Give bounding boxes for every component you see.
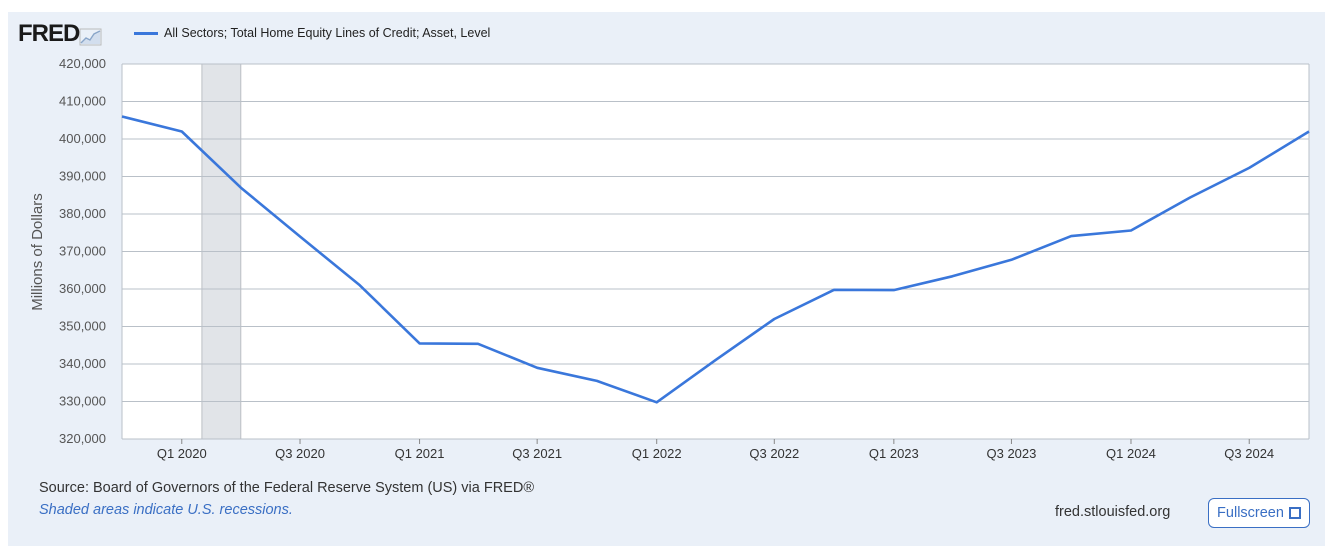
- source-note: Source: Board of Governors of the Federa…: [39, 480, 535, 496]
- recession-note: Shaded areas indicate U.S. recessions.: [39, 502, 293, 518]
- x-tick-label: Q3 2020: [275, 446, 325, 461]
- x-tick-label: Q1 2024: [1106, 446, 1156, 461]
- y-tick-label: 360,000: [59, 281, 106, 296]
- x-tick-label: Q1 2021: [395, 446, 445, 461]
- y-tick-label: 380,000: [59, 206, 106, 221]
- y-tick-label: 350,000: [59, 319, 106, 334]
- x-tick-label: Q3 2024: [1224, 446, 1274, 461]
- x-tick-label: Q1 2022: [632, 446, 682, 461]
- y-tick-label: 390,000: [59, 169, 106, 184]
- fullscreen-button[interactable]: Fullscreen: [1208, 498, 1310, 528]
- chart-line-icon: [79, 28, 102, 46]
- y-axis-label: Millions of Dollars: [29, 193, 46, 311]
- y-tick-label: 420,000: [59, 56, 106, 71]
- x-tick-label: Q3 2021: [512, 446, 562, 461]
- fred-logo[interactable]: FRED: [18, 21, 103, 47]
- fullscreen-label: Fullscreen: [1217, 505, 1284, 521]
- series-line: [121, 115, 1310, 404]
- y-tick-label: 370,000: [59, 244, 106, 259]
- site-link[interactable]: fred.stlouisfed.org: [1055, 504, 1171, 520]
- x-tick-label: Q1 2023: [869, 446, 919, 461]
- x-tick-label: Q3 2023: [987, 446, 1037, 461]
- expand-icon: [1288, 507, 1301, 519]
- x-tick-label: Q3 2022: [749, 446, 799, 461]
- legend: All Sectors; Total Home Equity Lines of …: [134, 26, 490, 40]
- y-tick-label: 320,000: [59, 431, 106, 446]
- legend-label: All Sectors; Total Home Equity Lines of …: [164, 26, 491, 40]
- y-tick-label: 340,000: [59, 356, 106, 371]
- y-tick-label: 400,000: [59, 131, 106, 146]
- x-tick-label: Q1 2020: [157, 446, 207, 461]
- legend-swatch: [134, 31, 158, 35]
- y-tick-label: 410,000: [59, 94, 106, 109]
- fred-logo-text: FRED: [18, 20, 80, 47]
- y-tick-label: 330,000: [59, 394, 106, 409]
